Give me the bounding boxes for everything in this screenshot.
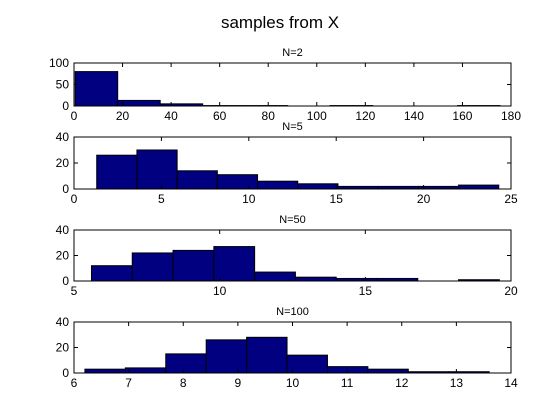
subplot-title: N=100	[276, 306, 309, 318]
histogram-bar	[74, 71, 119, 107]
x-tick-label: 60	[213, 109, 227, 123]
y-tick-label: 40	[56, 130, 70, 144]
y-tick-label: 100	[49, 56, 69, 70]
y-tick-label: 0	[62, 274, 69, 288]
histogram-bar	[297, 183, 339, 190]
histogram-bar	[136, 149, 178, 190]
x-tick-label: 7	[125, 376, 132, 390]
y-tick-label: 40	[56, 223, 70, 237]
histogram-bar	[286, 354, 328, 374]
subplot-4: 6 7 8 9 10 11 12 13 14 0 20 40 N=100	[56, 306, 518, 390]
x-tick-label: 11	[341, 376, 354, 390]
histogram-bar	[131, 252, 174, 282]
x-tick-label: 10	[286, 376, 300, 390]
y-tick-label: 20	[56, 249, 70, 263]
x-tick-label: 25	[504, 192, 518, 206]
histogram-bar	[254, 271, 296, 282]
subplot-title: N=5	[282, 121, 303, 133]
histogram-bar	[246, 336, 288, 374]
x-tick-label: 15	[330, 192, 344, 206]
subplot-title: N=50	[279, 214, 306, 226]
y-tick-label: 40	[56, 315, 70, 329]
y-tick-label: 0	[62, 366, 69, 380]
x-tick-label: 5	[71, 284, 78, 298]
histogram-bar	[165, 353, 207, 374]
subplot-1: 0 20 40 60 80 100 120 140 160 180 0 50 100 N=2	[49, 47, 521, 123]
histogram-bar	[96, 154, 138, 190]
subplot-2: 0 5 10 15 20 25 0 20 40 N=5	[56, 121, 518, 206]
x-tick-label: 0	[71, 109, 78, 123]
x-tick-label: 10	[242, 192, 256, 206]
x-tick-label: 40	[164, 109, 178, 123]
y-tick-label: 20	[56, 156, 70, 170]
x-tick-label: 160	[452, 109, 472, 123]
subplot-title: N=2	[282, 47, 303, 59]
y-tick-label: 50	[56, 78, 70, 92]
histogram-bar	[172, 249, 215, 282]
y-tick-label: 20	[56, 341, 70, 355]
x-tick-label: 0	[71, 192, 78, 206]
histogram-bar	[458, 184, 500, 190]
histogram-bar	[257, 180, 299, 190]
x-tick-label: 8	[180, 376, 187, 390]
histogram-bar	[117, 99, 161, 107]
histogram-bar	[90, 265, 133, 282]
x-tick-label: 20	[116, 109, 130, 123]
x-tick-label: 9	[235, 376, 242, 390]
x-tick-label: 80	[262, 109, 276, 123]
x-tick-label: 10	[213, 284, 227, 298]
figure-title: samples from X	[221, 13, 339, 32]
histogram-bar	[326, 366, 369, 374]
y-tick-label: 0	[62, 182, 69, 196]
x-tick-label: 5	[158, 192, 165, 206]
x-tick-label: 15	[359, 284, 373, 298]
x-tick-label: 180	[501, 109, 521, 123]
axes-box	[73, 62, 512, 107]
x-tick-label: 120	[355, 109, 375, 123]
y-tick-label: 0	[62, 99, 69, 113]
x-tick-label: 140	[404, 109, 424, 123]
histogram-bar	[205, 339, 248, 374]
histogram-bar	[216, 174, 259, 190]
x-tick-label: 13	[450, 376, 464, 390]
histogram-bar	[124, 367, 167, 374]
histogram-bar	[294, 276, 337, 282]
histogram-bar	[176, 170, 218, 190]
x-tick-label: 20	[417, 192, 431, 206]
x-tick-label: 14	[504, 376, 518, 390]
x-tick-label: 100	[307, 109, 327, 123]
x-tick-label: 20	[504, 284, 518, 298]
x-tick-label: 12	[395, 376, 409, 390]
histogram-bar	[84, 368, 126, 374]
x-tick-label: 6	[71, 376, 78, 390]
subplot-3: 5 10 15 20 0 20 40 N=50	[56, 214, 518, 298]
histogram-bar	[213, 246, 256, 282]
